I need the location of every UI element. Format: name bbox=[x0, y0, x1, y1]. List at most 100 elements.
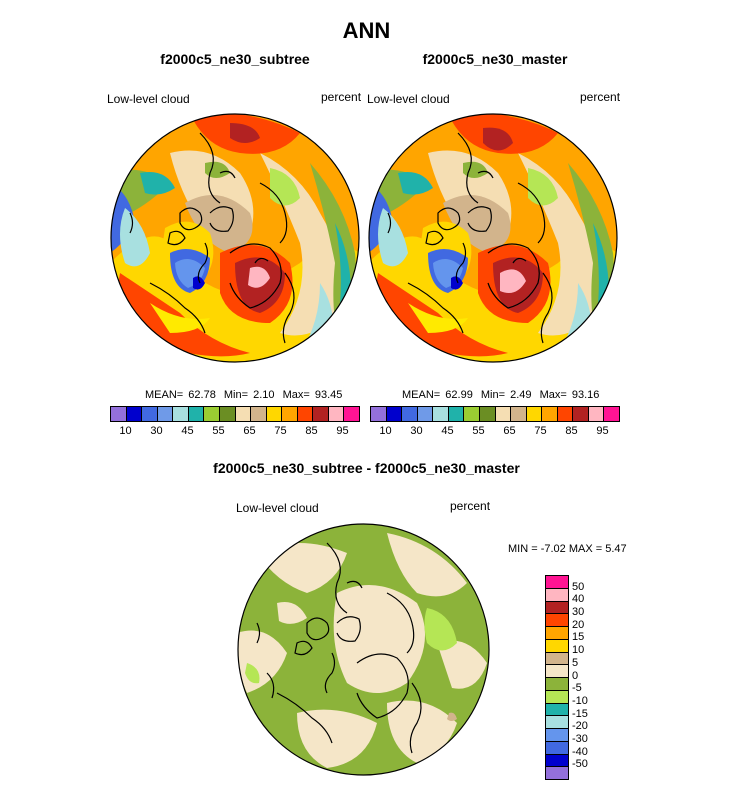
colorbar-swatch bbox=[478, 407, 495, 421]
colorbar-swatch bbox=[385, 407, 402, 421]
polar-map-difference bbox=[237, 523, 490, 776]
colorbar-swatch bbox=[546, 638, 568, 652]
colorbar-swatch bbox=[603, 407, 619, 421]
max-label: Max= bbox=[539, 389, 567, 401]
min-value: 2.10 bbox=[253, 389, 275, 401]
colorbar-swatch bbox=[546, 626, 568, 639]
colorbar-swatch bbox=[546, 728, 568, 741]
colorbar-swatch bbox=[111, 407, 126, 421]
colorbar-swatch bbox=[296, 407, 313, 421]
colorbar-swatch bbox=[546, 587, 568, 601]
colorbar-tick-label: 5 bbox=[572, 656, 579, 669]
mean-label: MEAN= bbox=[145, 389, 184, 401]
colorbar-swatch bbox=[141, 407, 157, 421]
colorbar-swatch bbox=[572, 407, 588, 421]
colorbar-swatch bbox=[546, 664, 568, 677]
colorbar-swatch bbox=[546, 740, 568, 754]
diff-field-label: Low-level cloud bbox=[236, 501, 319, 515]
colorbar-tick-label: -30 bbox=[572, 732, 588, 745]
colorbar-tick-label: 95 bbox=[596, 425, 609, 437]
colorbar-right bbox=[370, 406, 620, 422]
mean-value: 62.78 bbox=[188, 389, 216, 401]
colorbar-swatch bbox=[546, 689, 568, 703]
panel-left-case-title: f2000c5_ne30_subtree bbox=[160, 51, 310, 67]
colorbar-swatch bbox=[525, 407, 542, 421]
colorbar-swatch bbox=[432, 407, 448, 421]
max-value: 93.45 bbox=[314, 389, 343, 401]
polar-map-left bbox=[110, 113, 360, 363]
colorbar-tick-label: 85 bbox=[565, 425, 578, 437]
colorbar-tick-label: -50 bbox=[572, 758, 588, 771]
diff-units: percent bbox=[450, 499, 491, 513]
colorbar-swatch bbox=[546, 677, 568, 690]
colorbar-swatch bbox=[546, 715, 568, 728]
colorbar-difference bbox=[545, 575, 569, 780]
polar-map-right bbox=[368, 113, 618, 363]
colorbar-tick-label: 85 bbox=[305, 425, 318, 437]
colorbar-tick-label: 55 bbox=[212, 425, 225, 437]
colorbar-tick-label: 0 bbox=[572, 669, 579, 682]
colorbar-swatch bbox=[541, 407, 557, 421]
panel-right-units: percent bbox=[580, 90, 621, 104]
colorbar-tick-label: -10 bbox=[572, 694, 588, 707]
colorbar-tick-label: -15 bbox=[572, 707, 588, 720]
colorbar-swatch bbox=[343, 407, 359, 421]
colorbar-tick-label: 10 bbox=[379, 425, 392, 437]
mean-value: 62.99 bbox=[445, 389, 473, 401]
max-label: Max= bbox=[282, 389, 310, 401]
coastlines bbox=[129, 132, 295, 344]
panel-right-field-label: Low-level cloud bbox=[367, 92, 450, 106]
mean-label: MEAN= bbox=[402, 389, 441, 401]
colorbar-swatch bbox=[587, 407, 604, 421]
colorbar-swatch bbox=[463, 407, 479, 421]
colorbar-tick-label: 75 bbox=[534, 425, 547, 437]
colorbar-swatch bbox=[125, 407, 142, 421]
colorbar-tick-label: -5 bbox=[572, 682, 582, 695]
colorbar-swatch bbox=[556, 407, 573, 421]
colorbar-swatch bbox=[156, 407, 173, 421]
colorbar-swatch bbox=[281, 407, 297, 421]
colorbar-swatch bbox=[546, 766, 568, 779]
panel-left-field-label: Low-level cloud bbox=[107, 92, 190, 106]
colorbar-tick-label: 20 bbox=[572, 618, 585, 631]
colorbar-left bbox=[110, 406, 360, 422]
colorbar-tick-label: 50 bbox=[572, 580, 585, 593]
min-label: Min= bbox=[223, 389, 249, 401]
colorbar-swatch bbox=[546, 702, 568, 716]
max-value: 93.16 bbox=[571, 389, 600, 401]
colorbar-swatch bbox=[172, 407, 188, 421]
colorbar-tick-label: 75 bbox=[274, 425, 287, 437]
colorbar-tick-label: 30 bbox=[410, 425, 423, 437]
colorbar-tick-label: -40 bbox=[572, 745, 588, 758]
colorbar-tick-label: -20 bbox=[572, 720, 588, 733]
colorbar-tick-label: 30 bbox=[150, 425, 163, 437]
panel-right-case-title: f2000c5_ne30_master bbox=[422, 51, 568, 67]
colorbar-difference-ticks: 50 40 30 20 15 10 5 0 -5 -10 -15 -20 -30 -40 -50 bbox=[572, 575, 612, 778]
panel-left-stats: MEAN= 62.78 Min= 2.10 Max= 93.45 bbox=[145, 389, 342, 401]
panel-right-stats: MEAN= 62.99 Min= 2.49 Max= 93.16 bbox=[402, 389, 599, 401]
min-label: Min= bbox=[480, 389, 506, 401]
colorbar-swatch bbox=[327, 407, 344, 421]
colorbar-swatch bbox=[312, 407, 328, 421]
colorbar-swatch bbox=[234, 407, 251, 421]
colorbar-right-ticks: 10 30 45 55 65 75 85 95 bbox=[370, 425, 618, 439]
colorbar-swatch bbox=[250, 407, 266, 421]
diff-min-max: MIN = -7.02 MAX = 5.47 bbox=[508, 543, 627, 555]
colorbar-swatch bbox=[265, 407, 282, 421]
colorbar-swatch bbox=[187, 407, 204, 421]
coastlines bbox=[256, 542, 422, 754]
colorbar-tick-label: 30 bbox=[572, 606, 585, 619]
colorbar-tick-label: 10 bbox=[119, 425, 132, 437]
difference-field bbox=[238, 524, 489, 775]
colorbar-swatch bbox=[447, 407, 464, 421]
colorbar-tick-label: 45 bbox=[441, 425, 454, 437]
colorbar-swatch bbox=[494, 407, 511, 421]
colorbar-tick-label: 10 bbox=[572, 644, 585, 657]
colorbar-swatch bbox=[546, 576, 568, 588]
colorbar-swatch bbox=[546, 753, 568, 767]
colorbar-swatch bbox=[401, 407, 417, 421]
colorbar-tick-label: 65 bbox=[243, 425, 256, 437]
min-value: 2.49 bbox=[510, 389, 532, 401]
colorbar-tick-label: 55 bbox=[472, 425, 485, 437]
